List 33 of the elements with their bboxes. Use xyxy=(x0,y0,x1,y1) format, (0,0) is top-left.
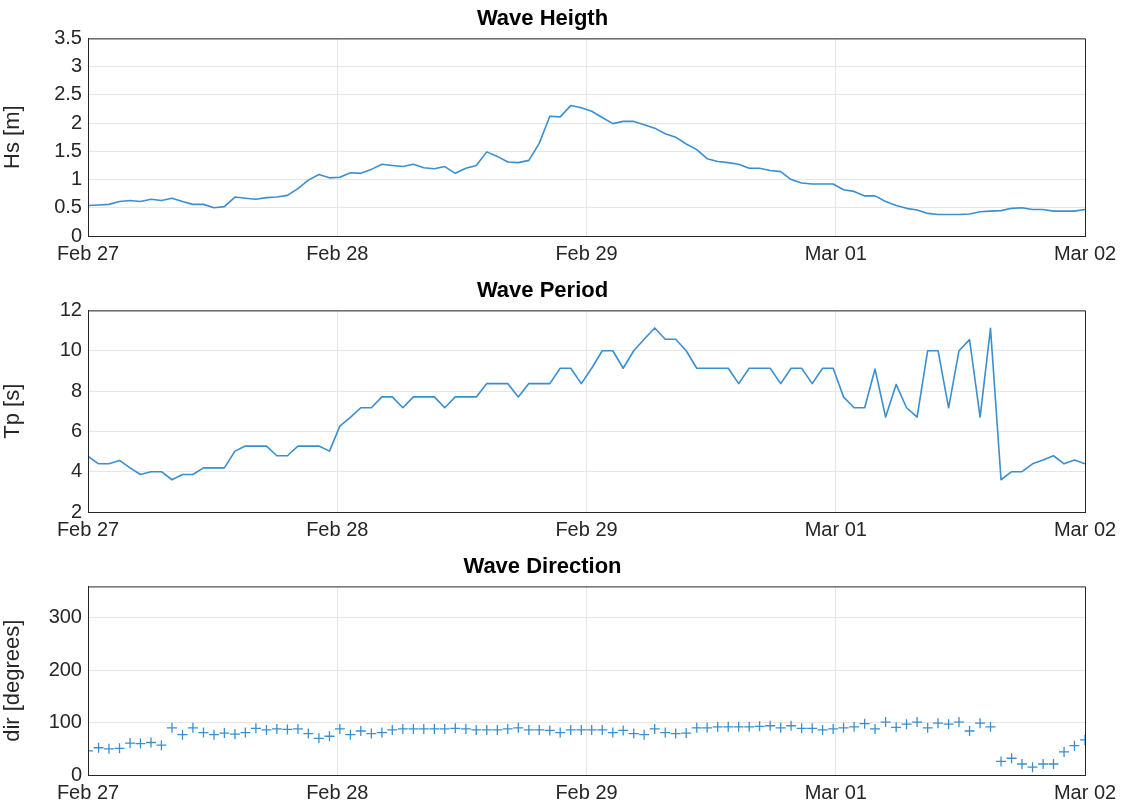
y-tick-label: 200 xyxy=(48,657,82,680)
y-tick-label: 3.5 xyxy=(54,25,82,48)
y-tick-label: 3 xyxy=(70,54,82,77)
y-tick-label: 10 xyxy=(59,338,82,361)
y-tick-label: 100 xyxy=(48,710,82,733)
x-tick-label: Feb 29 xyxy=(555,780,618,803)
x-tick-label: Mar 01 xyxy=(804,517,867,540)
y-tick-label: 1 xyxy=(70,167,82,190)
x-tick-label: Feb 29 xyxy=(555,517,618,540)
y-tick-label: 300 xyxy=(48,605,82,628)
chart-title: Wave Direction xyxy=(463,553,622,579)
x-tick-label: Mar 02 xyxy=(1053,780,1117,803)
y-tick-label: 4 xyxy=(70,459,82,482)
y-tick-label: 2 xyxy=(70,110,82,133)
x-tick-label: Mar 02 xyxy=(1053,517,1117,540)
x-tick-label: Feb 28 xyxy=(306,517,369,540)
y-tick-label: 12 xyxy=(59,297,82,320)
x-tick-label: Feb 29 xyxy=(555,241,618,264)
x-tick-label: Feb 28 xyxy=(306,780,369,803)
y-axis-title: Hs [m] xyxy=(0,105,25,169)
y-axis-title: dir [degrees] xyxy=(0,619,25,742)
y-tick-label: 6 xyxy=(70,418,82,441)
y-axis-title: Tp [s] xyxy=(0,383,25,439)
y-tick-label: 1.5 xyxy=(54,138,82,161)
x-tick-label: Mar 01 xyxy=(804,241,867,264)
x-tick-label: Mar 02 xyxy=(1053,241,1117,264)
y-tick-label: 0.5 xyxy=(54,195,82,218)
x-tick-label: Feb 28 xyxy=(306,241,369,264)
chart-title: Wave Heigth xyxy=(476,5,609,31)
chart-title: Wave Period xyxy=(476,277,609,303)
x-tick-label: Mar 01 xyxy=(804,780,867,803)
y-tick-label: 2.5 xyxy=(54,82,82,105)
y-tick-label: 8 xyxy=(70,378,82,401)
